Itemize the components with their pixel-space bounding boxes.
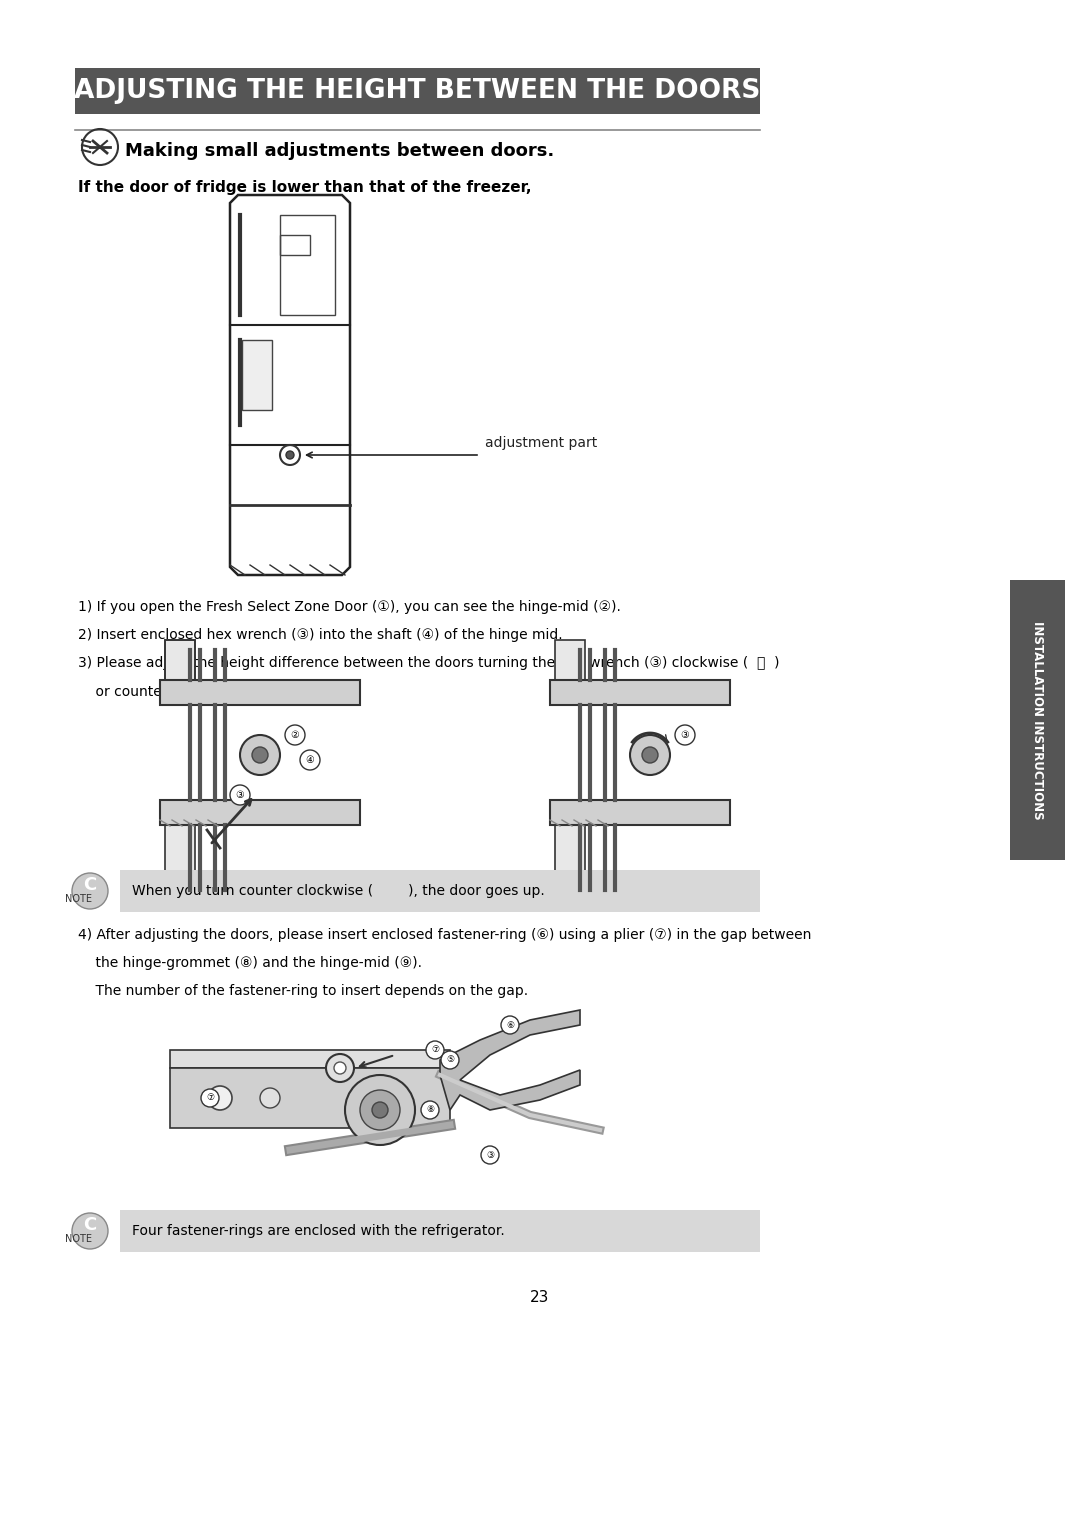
Text: C: C [83, 1215, 96, 1234]
Circle shape [481, 1145, 499, 1164]
Circle shape [642, 747, 658, 764]
Text: the hinge-grommet (⑧) and the hinge-mid (⑨).: the hinge-grommet (⑧) and the hinge-mid … [78, 956, 422, 970]
Text: ③: ③ [235, 789, 244, 800]
Circle shape [285, 725, 305, 745]
Text: 1) If you open the Fresh Select Zone Door (①), you can see the hinge-mid (②).: 1) If you open the Fresh Select Zone Doo… [78, 600, 621, 614]
Text: ⑦: ⑦ [431, 1046, 440, 1055]
Bar [555, 640, 585, 680]
Text: NOTE: NOTE [65, 893, 92, 904]
Text: INSTALLATION INSTRUCTIONS: INSTALLATION INSTRUCTIONS [1031, 620, 1044, 820]
Bar [555, 825, 585, 886]
Polygon shape [440, 1009, 580, 1110]
Text: When you turn counter clockwise (        ), the door goes up.: When you turn counter clockwise ( ), the… [132, 884, 544, 898]
Text: ⑥: ⑥ [505, 1020, 514, 1029]
Circle shape [675, 725, 696, 745]
Text: 4) After adjusting the doors, please insert enclosed fastener-ring (⑥) using a p: 4) After adjusting the doors, please ins… [78, 928, 811, 942]
Circle shape [208, 1086, 232, 1110]
Bar [280, 215, 335, 315]
Text: 2) Insert enclosed hex wrench (③) into the shaft (④) of the hinge mid.: 2) Insert enclosed hex wrench (③) into t… [78, 628, 563, 641]
Circle shape [326, 1054, 354, 1083]
Circle shape [72, 873, 108, 909]
Bar [170, 1067, 450, 1128]
Bar [165, 640, 195, 680]
Circle shape [360, 1090, 400, 1130]
Circle shape [372, 1102, 388, 1118]
Circle shape [201, 1089, 219, 1107]
Circle shape [421, 1101, 438, 1119]
Bar [242, 341, 272, 411]
Text: adjustment part: adjustment part [485, 437, 597, 450]
Text: NOTE: NOTE [65, 1234, 92, 1245]
Circle shape [230, 785, 249, 805]
Text: ②: ② [291, 730, 299, 741]
Bar [165, 640, 195, 680]
Circle shape [252, 747, 268, 764]
Bar [550, 680, 730, 705]
Circle shape [72, 1212, 108, 1249]
Text: 3) Please adjust the height difference between the doors turning the hex wrench : 3) Please adjust the height difference b… [78, 657, 780, 670]
Circle shape [240, 734, 280, 776]
Circle shape [630, 734, 670, 776]
Text: 23: 23 [530, 1290, 550, 1306]
Circle shape [334, 1061, 346, 1073]
Bar [160, 800, 360, 825]
Bar [280, 235, 310, 255]
Circle shape [441, 1051, 459, 1069]
Text: ADJUSTING THE HEIGHT BETWEEN THE DOORS: ADJUSTING THE HEIGHT BETWEEN THE DOORS [75, 78, 760, 104]
Text: ④: ④ [306, 754, 314, 765]
Text: ⑧: ⑧ [426, 1106, 434, 1115]
Circle shape [300, 750, 320, 770]
Text: The number of the fastener-ring to insert depends on the gap.: The number of the fastener-ring to inser… [78, 983, 528, 999]
FancyBboxPatch shape [75, 69, 760, 115]
Text: Four fastener-rings are enclosed with the refrigerator.: Four fastener-rings are enclosed with th… [132, 1225, 504, 1238]
Circle shape [345, 1075, 415, 1145]
Circle shape [501, 1015, 519, 1034]
Text: ③: ③ [680, 730, 689, 741]
Text: Making small adjustments between doors.: Making small adjustments between doors. [125, 142, 554, 160]
Bar [120, 870, 760, 912]
Text: or counter clockwise (  ⤵  ).: or counter clockwise ( ⤵ ). [78, 684, 284, 698]
Bar [170, 1051, 450, 1067]
Circle shape [260, 1089, 280, 1109]
Bar [165, 825, 195, 886]
Bar [1010, 580, 1065, 860]
Circle shape [286, 450, 294, 460]
Text: ⑦: ⑦ [206, 1093, 214, 1102]
Bar [160, 680, 360, 705]
Text: If the door of fridge is lower than that of the freezer,: If the door of fridge is lower than that… [78, 180, 531, 195]
Text: ⑤: ⑤ [446, 1055, 454, 1064]
Circle shape [426, 1041, 444, 1060]
Text: C: C [83, 876, 96, 893]
Bar [120, 1209, 760, 1252]
Bar [550, 800, 730, 825]
Text: ③: ③ [486, 1150, 494, 1159]
